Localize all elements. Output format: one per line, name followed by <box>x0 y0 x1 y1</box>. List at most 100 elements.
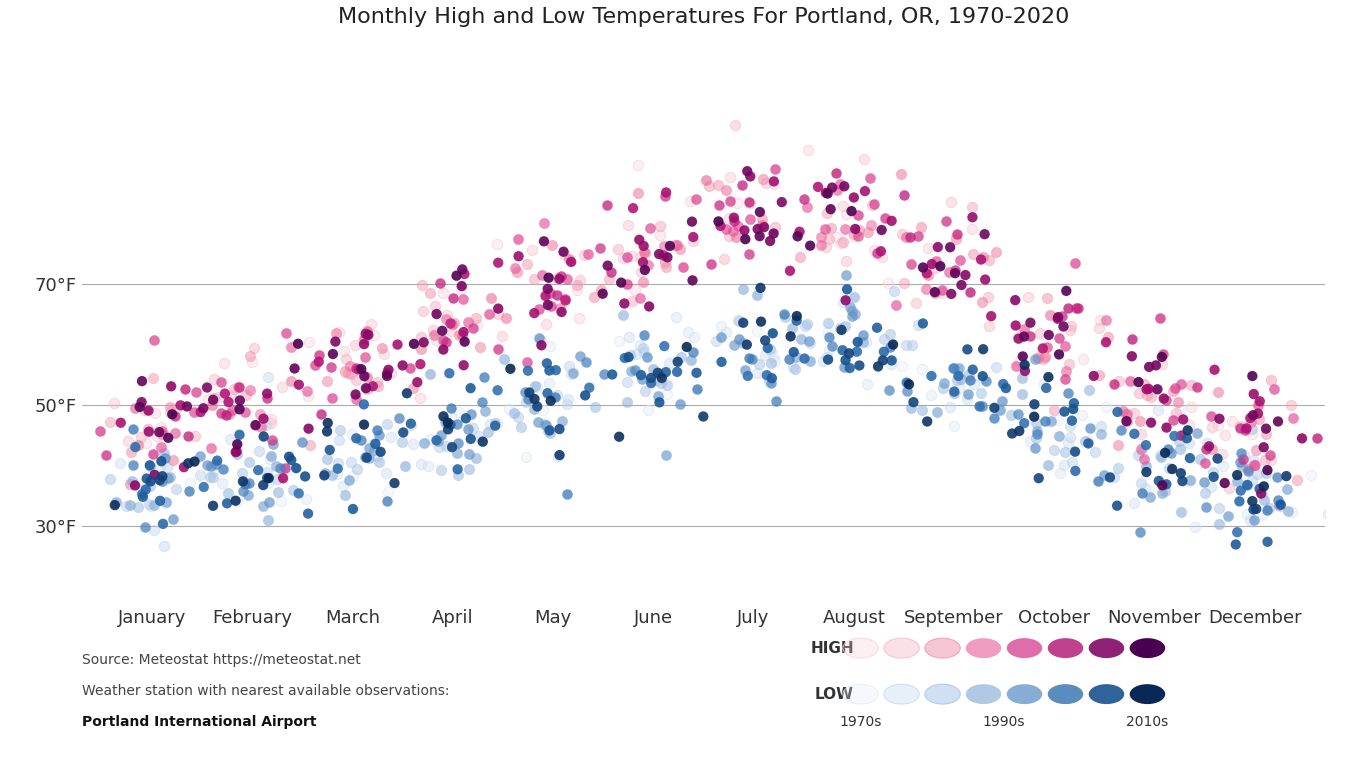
Point <box>1169 404 1191 416</box>
Point <box>821 182 843 194</box>
Point <box>209 376 231 388</box>
Point <box>612 252 634 264</box>
Point <box>787 230 809 242</box>
Point <box>494 311 516 324</box>
Point <box>653 340 675 352</box>
Point <box>380 431 402 443</box>
Point <box>1023 353 1045 365</box>
Point <box>852 153 874 165</box>
Point <box>835 295 856 307</box>
Point <box>682 346 703 358</box>
Point <box>1106 406 1128 418</box>
Point <box>328 434 350 446</box>
Point <box>738 352 759 364</box>
Point <box>785 314 807 327</box>
Point <box>555 293 576 305</box>
Point <box>1064 446 1086 458</box>
Point <box>199 460 221 472</box>
Point <box>624 364 646 376</box>
Point <box>910 221 932 233</box>
Point <box>183 406 205 418</box>
Point <box>456 423 478 435</box>
Point <box>430 464 452 476</box>
Point <box>1026 416 1048 429</box>
Point <box>1132 378 1154 390</box>
Point <box>873 346 895 358</box>
Point <box>1167 396 1188 408</box>
Point <box>270 380 292 393</box>
Point <box>537 283 559 295</box>
Point <box>1005 319 1027 331</box>
Point <box>632 346 654 358</box>
Point <box>451 329 473 341</box>
Point <box>1123 407 1145 419</box>
Point <box>318 444 340 456</box>
Point <box>598 273 620 285</box>
Point <box>770 196 792 209</box>
Point <box>437 423 459 436</box>
Point <box>616 278 638 291</box>
Point <box>945 228 967 240</box>
Point <box>817 326 839 338</box>
Point <box>992 395 1014 407</box>
Point <box>936 215 958 227</box>
Point <box>796 144 818 156</box>
Point <box>717 212 739 225</box>
Point <box>1116 408 1138 420</box>
Point <box>749 358 770 370</box>
Point <box>1254 454 1276 466</box>
Point <box>1258 502 1280 515</box>
Point <box>149 460 171 472</box>
Point <box>359 318 381 331</box>
Point <box>765 395 787 407</box>
Point <box>298 335 320 347</box>
Point <box>944 385 966 397</box>
Point <box>272 472 294 485</box>
Point <box>1057 301 1079 314</box>
Point <box>628 234 650 246</box>
Point <box>441 412 463 424</box>
Point <box>945 233 967 245</box>
Point <box>836 283 858 295</box>
Point <box>1229 420 1251 433</box>
Point <box>344 339 366 351</box>
Point <box>255 419 277 431</box>
Point <box>755 369 777 381</box>
Point <box>974 274 996 286</box>
Point <box>388 412 410 424</box>
Point <box>523 272 545 285</box>
Point <box>537 425 559 437</box>
Point <box>287 337 309 350</box>
Point <box>1235 423 1257 435</box>
Point <box>253 430 275 443</box>
Point <box>900 402 922 414</box>
Point <box>1018 291 1040 303</box>
Point <box>1161 447 1183 459</box>
Point <box>825 231 847 243</box>
Point <box>679 196 701 208</box>
Point <box>1152 357 1173 370</box>
Point <box>1184 521 1206 533</box>
Point <box>1014 365 1035 377</box>
Point <box>1154 485 1176 497</box>
Point <box>1067 301 1089 314</box>
Point <box>119 499 141 511</box>
Point <box>257 387 279 400</box>
Point <box>374 466 396 479</box>
Point <box>232 476 254 488</box>
Point <box>1008 333 1030 345</box>
Point <box>843 291 865 304</box>
Point <box>1048 311 1070 323</box>
Point <box>1121 333 1143 345</box>
Point <box>891 228 912 240</box>
Point <box>667 356 688 368</box>
Point <box>206 455 228 467</box>
Point <box>866 321 888 334</box>
Point <box>1038 329 1060 341</box>
Point <box>235 389 257 401</box>
Point <box>104 499 126 512</box>
Point <box>432 334 454 346</box>
Point <box>705 335 727 347</box>
Point <box>794 320 816 332</box>
Point <box>340 456 362 468</box>
